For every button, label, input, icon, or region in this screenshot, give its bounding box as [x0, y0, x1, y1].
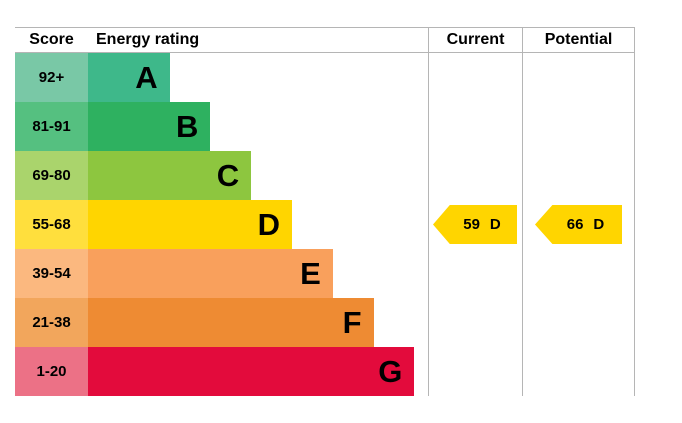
current-rating-letter: D: [489, 216, 501, 233]
header-current: Current: [428, 27, 523, 53]
header-potential: Potential: [523, 27, 635, 53]
band-a-score: 92+: [15, 53, 88, 102]
band-c-bar: C: [88, 151, 252, 200]
band-c-letter: C: [216, 158, 240, 193]
band-b-letter: B: [176, 109, 199, 144]
potential-column: 66 D: [523, 53, 635, 396]
band-g-row: G: [88, 347, 428, 396]
header-energy-rating: Energy rating: [88, 27, 428, 53]
band-f-score: 21-38: [15, 298, 88, 347]
band-a-letter: A: [135, 60, 158, 95]
band-e-score: 39-54: [15, 249, 88, 298]
band-a-bar: A: [88, 53, 170, 102]
band-d-row: D: [88, 200, 428, 249]
band-e-letter: E: [300, 256, 321, 291]
band-d-score: 55-68: [15, 200, 88, 249]
band-b-score: 81-91: [15, 102, 88, 151]
band-g-letter: G: [378, 354, 403, 389]
band-e-bar: E: [88, 249, 333, 298]
current-column: 59 D: [428, 53, 523, 396]
band-d-letter: D: [257, 207, 280, 242]
band-d-bar: D: [88, 200, 292, 249]
band-b-bar: B: [88, 102, 211, 151]
band-f-row: F: [88, 298, 428, 347]
band-b-row: B: [88, 102, 428, 151]
band-f-letter: F: [342, 305, 362, 340]
potential-score-value: 66: [566, 216, 584, 233]
band-c-score: 69-80: [15, 151, 88, 200]
energy-rating-chart: Score Energy rating Current Potential 92…: [15, 27, 635, 396]
current-rating-arrow: 59 D: [433, 205, 517, 244]
band-f-bar: F: [88, 298, 374, 347]
band-e-row: E: [88, 249, 428, 298]
potential-rating-letter: D: [593, 216, 605, 233]
band-a-row: A: [88, 53, 428, 102]
band-c-row: C: [88, 151, 428, 200]
current-score-value: 59: [463, 216, 480, 233]
header-score: Score: [15, 27, 88, 53]
band-g-bar: G: [88, 347, 415, 396]
band-g-score: 1-20: [15, 347, 88, 396]
potential-rating-arrow: 66 D: [535, 205, 622, 244]
